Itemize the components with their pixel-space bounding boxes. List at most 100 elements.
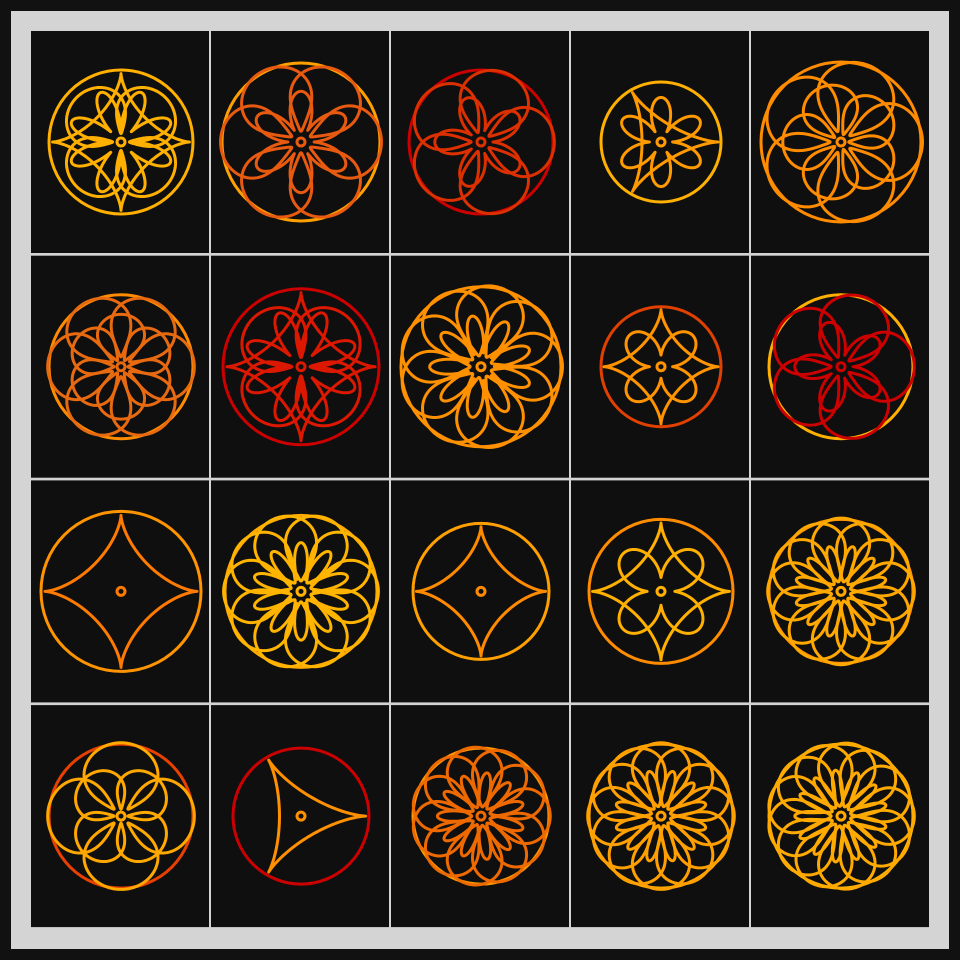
outer-ring — [231, 746, 371, 886]
mandala-tile — [571, 31, 749, 253]
center-dot — [115, 585, 127, 597]
mandala-curve — [219, 65, 383, 219]
outer-ring — [599, 80, 723, 204]
center-dot — [655, 361, 667, 373]
mandala-curve — [411, 745, 552, 887]
center-dot — [115, 810, 127, 822]
mandala-tile — [391, 31, 569, 253]
mandala-tile — [211, 255, 389, 478]
mandala-curve — [781, 83, 896, 201]
mandala-curve — [767, 741, 916, 891]
outer-ring — [221, 287, 381, 447]
tile-background — [391, 705, 569, 928]
center-dot — [475, 136, 487, 148]
center-dot — [295, 585, 307, 597]
tile-background — [31, 255, 209, 478]
mandala-curve — [267, 758, 368, 874]
mandala-curve — [70, 312, 172, 421]
mandala-curve — [617, 547, 705, 635]
center-dot — [655, 136, 667, 148]
center-dot — [115, 361, 127, 373]
mandala-curve — [245, 311, 357, 423]
tile-background — [211, 480, 389, 703]
mandala-curve — [64, 85, 178, 199]
mandala-curve — [412, 68, 556, 216]
grid-canvas — [31, 31, 929, 928]
mandala-tile — [571, 255, 749, 478]
mandala-tile — [31, 31, 209, 253]
mandala-tile — [31, 705, 209, 928]
mandala-tile — [211, 705, 389, 928]
mandala-tile — [211, 31, 389, 253]
mandala-grid — [31, 31, 929, 929]
mandala-curve — [794, 545, 888, 638]
mandala-curve — [222, 514, 380, 669]
mandala-curve — [793, 768, 888, 864]
mandala-curve — [765, 60, 924, 224]
mandala-tile — [391, 480, 569, 703]
mandala-curve — [602, 308, 720, 426]
mandala-curve — [414, 525, 548, 658]
mandala-tile — [751, 480, 929, 703]
mandala-tile — [391, 255, 569, 478]
outer-ring — [587, 517, 735, 665]
mandala-curve — [766, 516, 916, 667]
mandala-curve — [240, 306, 362, 428]
mandala-tile — [571, 480, 749, 703]
tile-background — [751, 480, 929, 703]
outer-ring — [411, 521, 551, 661]
mandala-curve — [591, 521, 731, 662]
mandala-tile — [751, 31, 929, 253]
mandala-curve — [254, 89, 348, 195]
center-dot — [835, 136, 847, 148]
center-dot — [835, 585, 847, 597]
mandala-curve — [51, 72, 191, 212]
mandala-tile — [751, 705, 929, 928]
center-dot — [655, 810, 667, 822]
center-dot — [475, 585, 487, 597]
mandala-tile — [31, 255, 209, 478]
mandala-curve — [428, 314, 531, 419]
mandala-tile — [31, 480, 209, 703]
center-dot — [835, 361, 847, 373]
mandala-tile — [751, 255, 929, 478]
tile-background — [751, 31, 929, 253]
mandala-tile — [391, 705, 569, 928]
center-dot — [295, 810, 307, 822]
mandala-curve — [253, 541, 349, 642]
mandala-curve — [614, 769, 708, 863]
outer-ring — [47, 68, 195, 216]
mandala-tile — [571, 705, 749, 928]
mandala-curve — [586, 741, 736, 891]
mandala-curve — [793, 320, 882, 413]
outer-ring — [39, 509, 203, 673]
mandala-curve — [624, 330, 698, 404]
center-dot — [295, 361, 307, 373]
mandala-curve — [74, 769, 168, 864]
mandala-curve — [433, 96, 522, 188]
mandala-curve — [46, 741, 196, 891]
mandala-curve — [225, 291, 377, 443]
mandala-curve — [772, 293, 916, 440]
center-dot — [475, 361, 487, 373]
tile-background — [211, 31, 389, 253]
mandala-curve — [435, 771, 525, 861]
outer-ring — [599, 305, 723, 429]
tile-background — [571, 705, 749, 928]
center-dot — [475, 810, 487, 822]
mandala-tile — [211, 480, 389, 703]
mandala-curve — [400, 284, 564, 450]
center-dot — [655, 585, 667, 597]
tile-background — [751, 255, 929, 478]
tile-background — [391, 255, 569, 478]
center-dot — [115, 136, 127, 148]
center-dot — [835, 810, 847, 822]
mandala-curve — [620, 95, 702, 189]
center-dot — [295, 136, 307, 148]
mandala-curve — [46, 296, 196, 437]
tile-background — [31, 480, 209, 703]
tile-background — [391, 31, 569, 253]
mandala-curve — [69, 90, 173, 194]
tile-background — [31, 705, 209, 928]
mandala-curve — [43, 513, 199, 669]
